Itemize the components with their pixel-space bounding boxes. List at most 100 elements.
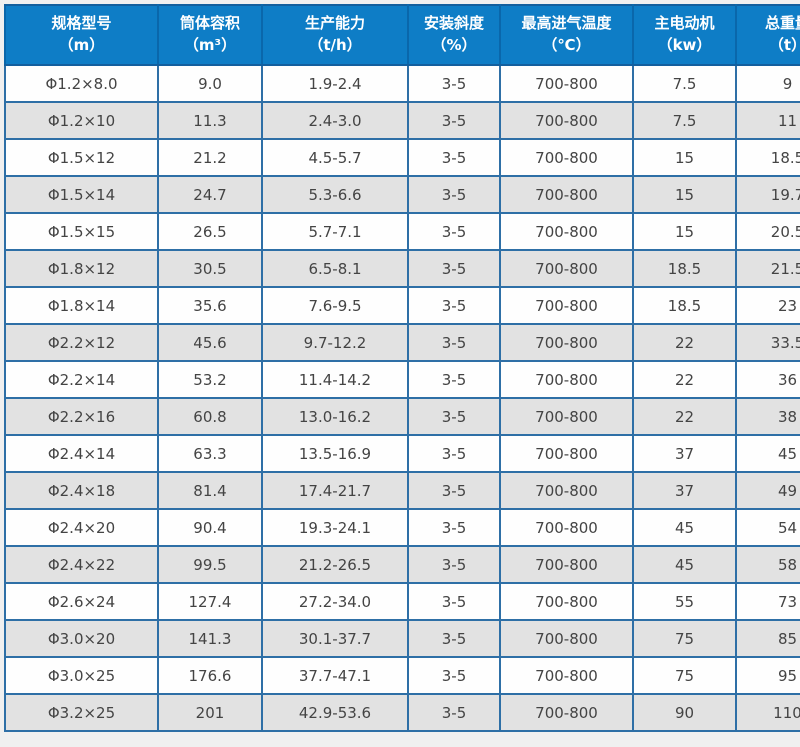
table-cell: 99.5 [157,545,263,584]
column-header: 安装斜度 （%） [407,4,501,66]
column-header: 总重量 （t） [735,4,800,66]
table-cell: Φ1.5×14 [4,175,159,214]
table-cell: 49 [735,471,800,510]
table-cell: Φ2.6×24 [4,582,159,621]
table-cell: 42.9-53.6 [261,693,409,732]
table-cell: Φ3.0×25 [4,656,159,695]
table-cell: Φ2.4×22 [4,545,159,584]
table-cell: 1.9-2.4 [261,64,409,103]
table-cell: 7.5 [632,64,737,103]
table-cell: 75 [632,656,737,695]
table-cell: 21.5 [735,249,800,288]
table-cell: 5.7-7.1 [261,212,409,251]
table-cell: 11 [735,101,800,140]
table-cell: Φ2.2×14 [4,360,159,399]
table-row: Φ2.6×24 127.4 27.2-34.0 3-5 700-800 55 73 [4,582,800,621]
column-title: 筒体容积 [179,14,240,33]
table-cell: 700-800 [499,582,634,621]
table-cell: 700-800 [499,545,634,584]
table-cell: 141.3 [157,619,263,658]
table-cell: 3-5 [407,323,501,362]
table-cell: 3-5 [407,286,501,325]
table-cell: 11.3 [157,101,263,140]
table-cell: 3-5 [407,656,501,695]
column-unit: （m³） [183,36,237,54]
table-cell: 4.5-5.7 [261,138,409,177]
column-title: 生产能力 [304,14,365,33]
table-header: 规格型号 （m） 筒体容积 （m³） 生产能力 （t/h） 安装斜度 （%） 最高进气温度 （℃）… [4,4,800,66]
table-cell: 6.5-8.1 [261,249,409,288]
table-cell: 22 [632,323,737,362]
table-row: Φ1.5×15 26.5 5.7-7.1 3-5 700-800 15 20.5 [4,212,800,251]
table-cell: Φ2.4×14 [4,434,159,473]
table-cell: 3-5 [407,508,501,547]
table-cell: 45.6 [157,323,263,362]
table-cell: 700-800 [499,64,634,103]
table-cell: 2.4-3.0 [261,101,409,140]
table-cell: 55 [632,582,737,621]
column-unit: （%） [431,36,477,54]
table-cell: 90.4 [157,508,263,547]
column-unit: （kw） [657,36,712,54]
table-cell: 36 [735,360,800,399]
table-cell: 35.6 [157,286,263,325]
table-cell: Φ1.5×12 [4,138,159,177]
table-cell: 26.5 [157,212,263,251]
table-cell: Φ2.4×18 [4,471,159,510]
table-cell: 37 [632,434,737,473]
table-cell: 15 [632,138,737,177]
table-cell: 75 [632,619,737,658]
table-cell: 81.4 [157,471,263,510]
table-cell: 700-800 [499,619,634,658]
table-cell: 45 [632,545,737,584]
table-cell: 85 [735,619,800,658]
table-cell: 53.2 [157,360,263,399]
table-row: Φ2.2×12 45.6 9.7-12.2 3-5 700-800 22 33.5 [4,323,800,362]
table-cell: 700-800 [499,434,634,473]
table-cell: 19.7 [735,175,800,214]
table-cell: 27.2-34.0 [261,582,409,621]
table-row: Φ3.2×25 201 42.9-53.6 3-5 700-800 90 110 [4,693,800,732]
table-cell: 3-5 [407,471,501,510]
table-cell: 24.7 [157,175,263,214]
table-cell: 21.2-26.5 [261,545,409,584]
table-cell: 18.5 [632,286,737,325]
table-cell: Φ1.8×12 [4,249,159,288]
table-cell: Φ2.4×20 [4,508,159,547]
table-cell: Φ1.2×10 [4,101,159,140]
table-cell: 110 [735,693,800,732]
table-row: Φ2.4×14 63.3 13.5-16.9 3-5 700-800 37 45 [4,434,800,473]
table-cell: 13.5-16.9 [261,434,409,473]
table-cell: 9 [735,64,800,103]
table-row: Φ1.2×8.0 9.0 1.9-2.4 3-5 700-800 7.5 9 [4,64,800,103]
table-cell: 37 [632,471,737,510]
column-unit: （t） [768,36,800,54]
table-row: Φ2.4×20 90.4 19.3-24.1 3-5 700-800 45 54 [4,508,800,547]
column-header: 最高进气温度 （℃） [499,4,634,66]
table-cell: 21.2 [157,138,263,177]
table-cell: 7.5 [632,101,737,140]
table-cell: 54 [735,508,800,547]
table-cell: 3-5 [407,582,501,621]
table-cell: Φ1.8×14 [4,286,159,325]
column-title: 主电动机 [654,14,715,33]
table-cell: 60.8 [157,397,263,436]
table-cell: 700-800 [499,101,634,140]
column-header: 生产能力 （t/h） [261,4,409,66]
table-cell: 700-800 [499,138,634,177]
column-title: 规格型号 [51,14,112,33]
column-title: 安装斜度 [423,14,484,33]
table-cell: 3-5 [407,101,501,140]
table-cell: 11.4-14.2 [261,360,409,399]
table-row: Φ2.4×22 99.5 21.2-26.5 3-5 700-800 45 58 [4,545,800,584]
table-cell: Φ2.2×16 [4,397,159,436]
column-title: 最高进气温度 [521,14,612,33]
table-row: Φ2.4×18 81.4 17.4-21.7 3-5 700-800 37 49 [4,471,800,510]
table-cell: 700-800 [499,323,634,362]
table-cell: 176.6 [157,656,263,695]
table-cell: 3-5 [407,545,501,584]
table-cell: 201 [157,693,263,732]
table-cell: 3-5 [407,212,501,251]
table-cell: 3-5 [407,693,501,732]
